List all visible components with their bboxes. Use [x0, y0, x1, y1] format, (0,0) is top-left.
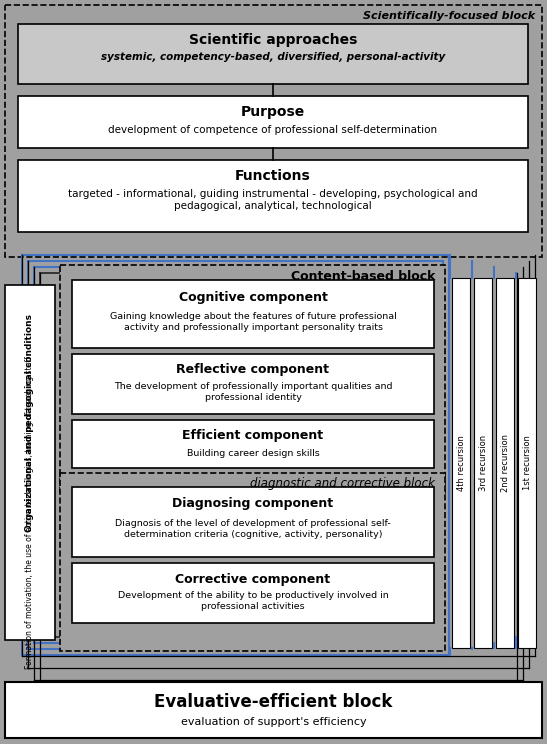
Bar: [5, 682, 542, 738]
Bar: [72, 354, 434, 414]
Text: 4th recursion: 4th recursion: [457, 435, 465, 491]
Text: Organizational and pedagogical conditions: Organizational and pedagogical condition…: [26, 313, 34, 531]
Text: diagnostic and corrective block: diagnostic and corrective block: [250, 478, 435, 490]
Text: Functions: Functions: [235, 169, 311, 183]
Text: Gaining knowledge about the features of future professional
activity and profess: Gaining knowledge about the features of …: [109, 312, 397, 332]
Bar: [518, 278, 536, 648]
Bar: [18, 96, 528, 148]
Text: targeted - informational, guiding instrumental - developing, psychological and
p: targeted - informational, guiding instru…: [68, 189, 478, 211]
Bar: [18, 160, 528, 232]
Text: 1st recursion: 1st recursion: [522, 435, 532, 490]
Text: Evaluative-efficient block: Evaluative-efficient block: [154, 693, 393, 711]
Text: Reflective component: Reflective component: [177, 364, 329, 376]
Bar: [72, 563, 434, 623]
Text: evaluation of support's efficiency: evaluation of support's efficiency: [181, 717, 366, 727]
Text: 3rd recursion: 3rd recursion: [479, 435, 487, 491]
Text: development of competence of professional self-determination: development of competence of professiona…: [108, 125, 438, 135]
Text: systemic, competency-based, diversified, personal-activity: systemic, competency-based, diversified,…: [101, 52, 445, 62]
Bar: [18, 24, 528, 84]
Bar: [5, 285, 55, 640]
Text: Diagnosing component: Diagnosing component: [172, 496, 334, 510]
Text: The development of professionally important qualities and
professional identity: The development of professionally import…: [114, 382, 392, 402]
Text: Purpose: Purpose: [241, 105, 305, 119]
Text: 2nd recursion: 2nd recursion: [501, 434, 509, 492]
Bar: [72, 420, 434, 468]
Bar: [72, 280, 434, 348]
Bar: [496, 278, 514, 648]
Text: Efficient component: Efficient component: [183, 429, 324, 443]
Text: Scientifically-focused block: Scientifically-focused block: [363, 11, 535, 21]
Text: Building career design skills: Building career design skills: [187, 449, 319, 458]
Text: Scientific approaches: Scientific approaches: [189, 33, 357, 47]
Bar: [60, 265, 445, 493]
Bar: [60, 473, 445, 651]
Text: Content-based block: Content-based block: [290, 271, 435, 283]
Bar: [452, 278, 470, 648]
Text: Development of the ability to be productively involved in
professional activitie: Development of the ability to be product…: [118, 591, 388, 611]
Text: Cognitive component: Cognitive component: [178, 290, 328, 304]
Text: Corrective component: Corrective component: [176, 572, 330, 586]
Text: Formation of motivation, the use of active technologies, training of teaching st: Formation of motivation, the use of acti…: [26, 356, 34, 669]
Bar: [72, 487, 434, 557]
Bar: [474, 278, 492, 648]
Bar: [5, 5, 542, 257]
Text: Diagnosis of the level of development of professional self-
determination criter: Diagnosis of the level of development of…: [115, 519, 391, 539]
